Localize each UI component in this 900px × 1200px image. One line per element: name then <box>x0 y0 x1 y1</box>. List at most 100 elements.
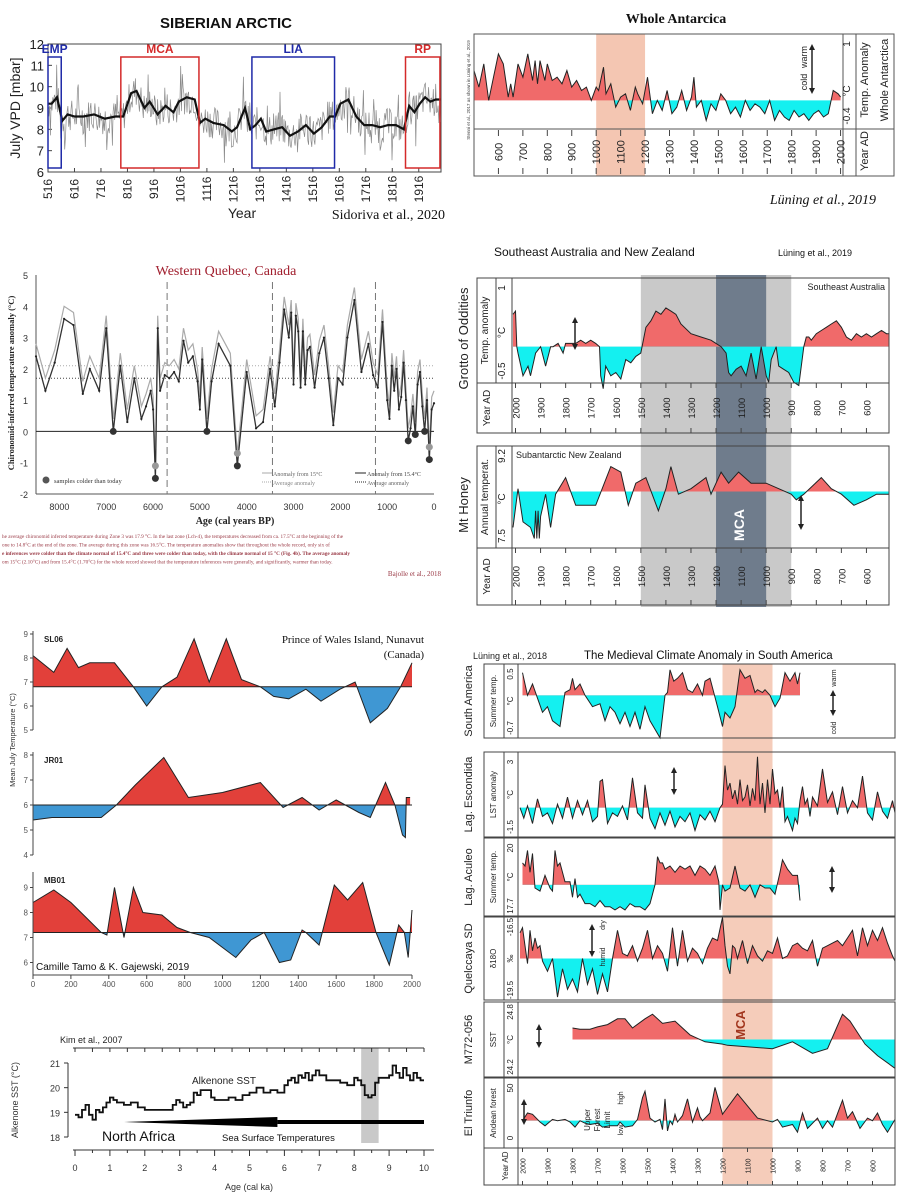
y-axis-label: Summer temp. <box>489 851 498 903</box>
colder-sample-marker <box>411 431 419 439</box>
data-point <box>353 298 356 302</box>
data-point <box>158 389 162 392</box>
panel-1-cold-area <box>513 491 889 539</box>
trend-bar <box>277 1120 424 1124</box>
sa-0-warm-area <box>522 669 800 696</box>
chart-title-country: (Canada) <box>384 649 425 661</box>
mca-highlight-band <box>596 34 646 176</box>
data-point <box>360 370 363 374</box>
caption-line: one to 14.8°C at the end of the zone. Th… <box>2 542 330 549</box>
upper-forest-label-3: Limit <box>603 1111 612 1129</box>
y-tick-label: 4 <box>24 851 29 860</box>
caption-line: e inferences were colder than the climat… <box>2 550 350 557</box>
data-point <box>177 380 180 383</box>
nunavut-chart: 5 6 7 8 9 SL06 4 5 6 7 8 JR01 6 7 8 9 MB01 0 200 400 600 800 1… <box>8 630 424 989</box>
unit-label: °C <box>506 872 515 881</box>
data-point <box>210 380 213 383</box>
x-tick-label: 1000 <box>214 980 232 989</box>
nunavut-JR01-cold-area <box>33 805 411 838</box>
data-point <box>217 342 220 345</box>
data-point <box>229 364 232 367</box>
data-point <box>327 377 330 380</box>
data-point <box>341 383 344 386</box>
x-tick-label: 8 <box>352 1163 357 1173</box>
x-axis-label: Age (cal years BP) <box>196 516 275 527</box>
data-point <box>98 389 101 392</box>
unit-label: °C <box>506 696 515 705</box>
x-tick-label: 0 <box>72 1163 77 1173</box>
data-point <box>34 355 38 358</box>
x-tick-label: 400 <box>102 980 116 989</box>
data-point <box>126 420 129 424</box>
chart-title: Prince of Wales Island, Nunavut <box>282 634 424 646</box>
data-point <box>290 311 293 314</box>
smoothed-vpd-series <box>48 89 441 138</box>
x-tick-label: 7000 <box>96 502 116 512</box>
data-point <box>400 395 403 399</box>
data-point <box>294 314 297 317</box>
data-point <box>416 383 419 386</box>
x-tick-label: 1500 <box>637 397 648 418</box>
credit: Camille Tamo & K. Gajewski, 2019 <box>36 962 190 973</box>
panel-frame <box>483 916 896 1001</box>
colder-sample-marker <box>151 462 159 470</box>
data-point <box>306 348 309 352</box>
x-tick-label: 600 <box>862 400 873 416</box>
x-tick-label: 1916 <box>412 175 426 202</box>
period-box-rp <box>404 56 441 169</box>
se-australia-nz-chart: Southeast Australia and New Zealand Lünin… <box>456 245 890 607</box>
warm-label: warm <box>799 46 809 69</box>
data-point <box>182 339 185 342</box>
x-tick-label: 0 <box>31 980 36 989</box>
site-label: Lag. Escondida <box>463 756 475 833</box>
warm-cold-arrow-head-down <box>809 88 815 94</box>
arrow-aculeo-head-up <box>829 866 835 872</box>
upper-forest-label-1: Upper <box>583 1109 592 1131</box>
y-min-label: 17.7 <box>506 898 515 914</box>
legend-a15-label: Anomaly from 15°C <box>273 471 322 478</box>
data-point <box>105 327 108 330</box>
site-label: El Triunfo <box>463 1090 475 1136</box>
data-point <box>173 370 176 374</box>
x-tick-label: 1400 <box>662 566 673 587</box>
x-tick-label: 1500 <box>637 566 648 587</box>
chart-title: North Africa <box>102 1128 175 1144</box>
data-point <box>81 392 84 395</box>
sa-1-cold-area <box>520 807 895 831</box>
data-point <box>322 336 326 339</box>
x-tick-label: 1800 <box>562 566 573 587</box>
antarctica-warm-area <box>474 53 841 101</box>
y-min-label: -0.7 <box>506 721 515 735</box>
side-label-region: Whole Antarctica <box>879 38 891 121</box>
y-min-label: -0.4 <box>842 107 853 125</box>
x-tick-label: 1600 <box>327 980 345 989</box>
panel-label: MB01 <box>44 876 66 885</box>
x-tick-label: 600 <box>862 569 873 585</box>
data-point <box>367 342 370 345</box>
data-point <box>196 380 199 383</box>
x-tick-label: 700 <box>518 143 530 161</box>
south-america-chart: Lüning et al., 2018 The Medieval Climate … <box>463 650 896 1186</box>
arrow-aculeo-head-down <box>829 887 835 893</box>
y-max-label: 20 <box>506 843 515 852</box>
x-tick-label: 1816 <box>385 175 399 202</box>
panel-0-line <box>512 307 889 389</box>
y-tick-label: 9 <box>24 630 29 639</box>
y-max-label: -16.5 <box>506 917 515 936</box>
y-tick-label: 18 <box>50 1133 60 1143</box>
credit: Bajolle et al., 2018 <box>388 570 442 578</box>
data-point <box>388 417 391 421</box>
x-tick-label: 5 <box>247 1163 252 1173</box>
site-label: M772-056 <box>463 1015 475 1065</box>
region-label: Subantarctic New Zealand <box>516 450 622 460</box>
x-tick-label: 1600 <box>612 397 623 418</box>
legend-a154-label: Anomaly from 15.4°C <box>367 471 421 478</box>
panel-mb01: 6 7 8 9 MB01 <box>24 872 413 975</box>
site-label: Quelccaya SD <box>463 923 475 993</box>
panel-mt-honey: Mt Honey Annual temperat. 9.2 °C 7.5 Year AD 2… <box>456 445 890 606</box>
cold-label: cold <box>799 74 809 91</box>
dry-label: dry <box>600 920 607 930</box>
chart-title: Southeast Australia and New Zealand <box>494 245 695 259</box>
y-axis-label: Annual temperat. <box>480 459 491 535</box>
